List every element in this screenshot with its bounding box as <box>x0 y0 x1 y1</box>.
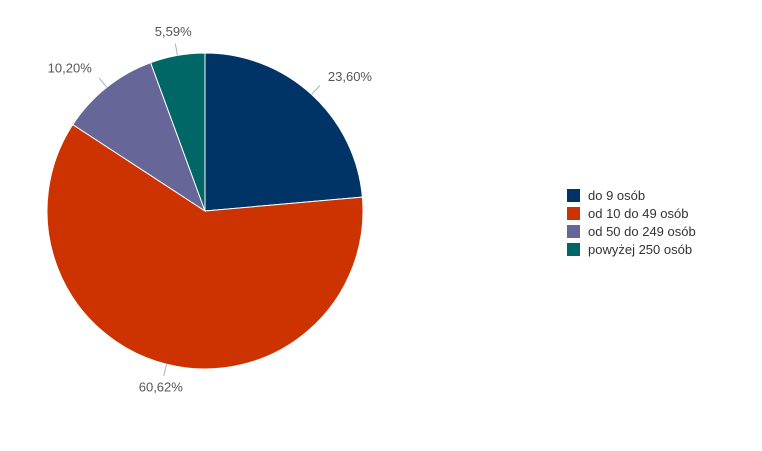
legend-label-3: od 50 do 249 osób <box>588 223 696 239</box>
pie-value-label-4: 5,59% <box>155 24 192 39</box>
legend-swatch-3 <box>567 224 580 238</box>
pie-leader-line-3 <box>98 77 108 88</box>
pie-leader-lines <box>98 43 321 377</box>
legend-label-1: do 9 osób <box>588 187 646 203</box>
pie-leader-line-2 <box>163 364 168 377</box>
legend-label-4: powyżej 250 osób <box>588 241 693 257</box>
pie-slice-2 <box>46 123 364 370</box>
pie-value-labels: 23,60% 60,62% 10,20% 5,59% <box>48 24 373 395</box>
legend-swatch-2 <box>567 206 580 220</box>
pie-leader-line-4 <box>174 43 178 56</box>
legend-item-1: do 9 osób <box>567 186 696 204</box>
pie-slice-4 <box>150 52 206 212</box>
pie-value-label-1: 23,60% <box>328 69 373 84</box>
pie-leader-line-1 <box>311 85 321 95</box>
legend-item-4: powyżej 250 osób <box>567 240 696 258</box>
legend-item-2: od 10 do 49 osób <box>567 204 696 222</box>
pie-value-label-2: 60,62% <box>139 380 184 395</box>
legend-item-3: od 50 do 249 osób <box>567 222 696 240</box>
legend-swatch-1 <box>567 188 580 202</box>
legend-swatch-4 <box>567 242 580 256</box>
pie-value-label-3: 10,20% <box>48 61 93 76</box>
pie-slice-1 <box>204 52 363 212</box>
legend-label-2: od 10 do 49 osób <box>588 205 689 221</box>
chart-legend: do 9 osób od 10 do 49 osób od 50 do 249 os… <box>567 186 696 258</box>
pie-slices <box>46 52 364 370</box>
